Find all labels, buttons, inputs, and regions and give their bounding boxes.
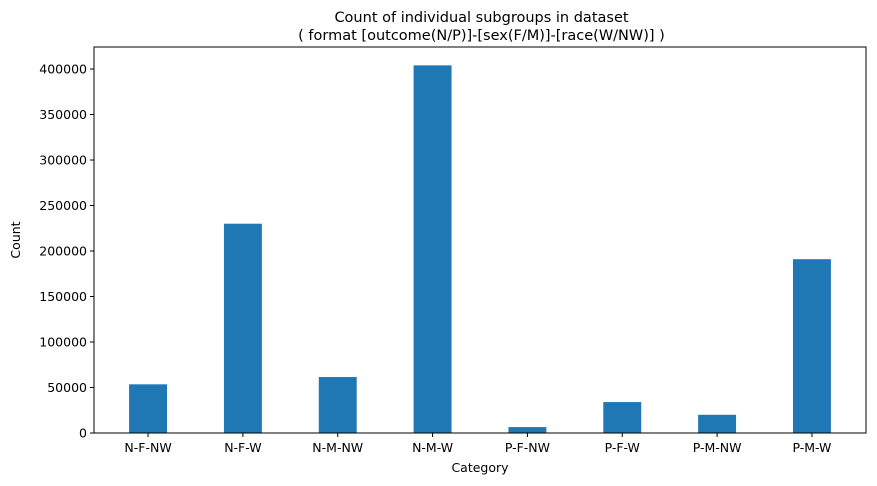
- x-tick-label: N-F-W: [224, 440, 261, 455]
- x-tick-label: P-F-NW: [505, 440, 550, 455]
- bar-P-M-W: [792, 259, 831, 433]
- x-tick-label: N-F-NW: [124, 440, 171, 455]
- bar-P-M-NW: [698, 414, 737, 433]
- x-axis-label: Category: [451, 460, 509, 475]
- bar-P-F-W: [603, 402, 642, 433]
- x-tick-label: P-F-W: [605, 440, 640, 455]
- bar-N-M-NW: [318, 377, 357, 433]
- x-tick-label: N-M-W: [412, 440, 453, 455]
- y-tick-label: 300000: [39, 153, 87, 168]
- chart-title: Count of individual subgroups in dataset: [334, 10, 628, 26]
- y-tick-label: 250000: [39, 198, 87, 213]
- bar-N-F-NW: [129, 384, 168, 433]
- bars-group: [129, 65, 831, 433]
- x-tick-label: N-M-NW: [312, 440, 363, 455]
- x-tick-label: P-M-W: [792, 440, 831, 455]
- y-tick-label: 150000: [39, 289, 87, 304]
- y-tick-label: 350000: [39, 107, 87, 122]
- y-axis-ticks: 0 50000 100000 150000 200000 250000 300000 3500…: [39, 62, 94, 441]
- bar-N-F-W: [223, 223, 262, 433]
- bar-N-M-W: [413, 65, 452, 433]
- plot-frame: [93, 46, 867, 434]
- chart-subtitle: ( format [outcome(N/P)]-[sex(F/M)]-[race…: [298, 28, 665, 44]
- y-tick-label: 400000: [39, 62, 87, 77]
- x-tick-label: P-M-NW: [693, 440, 742, 455]
- y-axis-label: Count: [8, 221, 23, 258]
- y-tick-label: 200000: [39, 244, 87, 259]
- y-tick-label: 100000: [39, 335, 87, 350]
- y-tick-label: 0: [79, 426, 87, 441]
- y-tick-label: 50000: [47, 380, 87, 395]
- bar-P-F-NW: [508, 427, 547, 433]
- x-axis-ticks: N-F-NW N-F-W N-M-NW N-M-W P-F-NW P-F-W P-M-NW P…: [124, 433, 831, 455]
